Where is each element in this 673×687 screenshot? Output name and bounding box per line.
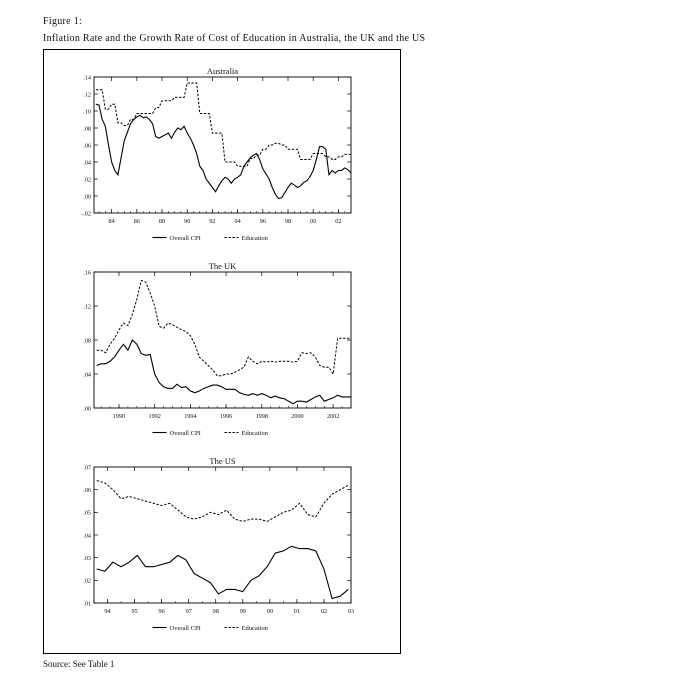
y-tick-label: .10 bbox=[83, 108, 91, 115]
x-tick-label: 2002 bbox=[327, 413, 339, 420]
legend-label-education: Education bbox=[242, 625, 269, 632]
chart-title: The UK bbox=[209, 261, 237, 271]
x-tick-label: 00 bbox=[267, 608, 273, 615]
legend-label-education: Education bbox=[242, 430, 269, 437]
figure-frame bbox=[43, 49, 401, 654]
x-tick-label: 2000 bbox=[291, 413, 303, 420]
x-tick-label: 98 bbox=[213, 608, 219, 615]
chart-panel-1: The UK .00 .04 .08 .12 .16 1990 1992 1994 1996 199… bbox=[83, 261, 352, 437]
x-tick-label: 1998 bbox=[256, 413, 268, 420]
y-tick-label: .05 bbox=[83, 510, 91, 517]
legend-label-overall-cpi: Overall CPI bbox=[170, 430, 201, 437]
x-tick-label: 90 bbox=[184, 218, 190, 225]
x-tick-label: 1990 bbox=[113, 413, 125, 420]
y-tick-label: -.02 bbox=[81, 210, 91, 217]
figure-label: Figure 1: bbox=[43, 16, 83, 27]
y-tick-label: .00 bbox=[83, 193, 91, 200]
x-tick-label: 02 bbox=[321, 608, 327, 615]
x-tick-label: 01 bbox=[294, 608, 300, 615]
y-tick-label: .07 bbox=[83, 464, 91, 471]
series-line-overall-cpi bbox=[96, 545, 349, 600]
chart-title: Australia bbox=[207, 66, 238, 76]
plot-area bbox=[93, 466, 352, 604]
series-line-overall-cpi bbox=[96, 339, 351, 405]
y-tick-label: .03 bbox=[83, 555, 91, 562]
figure-title: Inflation Rate and the Growth Rate of Co… bbox=[43, 33, 426, 44]
x-tick-label: 1992 bbox=[148, 413, 160, 420]
x-tick-label: 00 bbox=[310, 218, 316, 225]
y-tick-label: .04 bbox=[83, 159, 91, 166]
y-tick-label: .12 bbox=[83, 303, 91, 310]
x-tick-label: 02 bbox=[335, 218, 341, 225]
x-tick-label: 1994 bbox=[184, 413, 196, 420]
y-tick-label: .02 bbox=[83, 176, 91, 183]
series-line-education bbox=[95, 82, 351, 167]
x-tick-label: 96 bbox=[260, 218, 266, 225]
x-tick-label: 86 bbox=[134, 218, 140, 225]
x-tick-label: 03 bbox=[348, 608, 354, 615]
chart-panel-2: The US .01 .02 .03 .04 .05 .06 .07 94 95 96 97 98 99 0… bbox=[83, 456, 354, 632]
x-tick-label: 98 bbox=[285, 218, 291, 225]
source-note: Source: See Table 1 bbox=[43, 659, 115, 669]
series-line-education bbox=[96, 480, 349, 522]
legend-label-overall-cpi: Overall CPI bbox=[170, 625, 201, 632]
series-line-education bbox=[96, 279, 351, 377]
y-tick-label: .14 bbox=[83, 74, 91, 81]
y-tick-label: .00 bbox=[83, 405, 91, 412]
x-tick-label: 95 bbox=[131, 608, 137, 615]
series-line-overall-cpi bbox=[95, 103, 352, 200]
y-tick-label: .04 bbox=[83, 532, 91, 539]
y-tick-label: .08 bbox=[83, 125, 91, 132]
x-tick-label: 1996 bbox=[220, 413, 232, 420]
y-tick-label: .06 bbox=[83, 487, 91, 494]
legend-label-education: Education bbox=[242, 235, 269, 242]
chart-title: The US bbox=[209, 456, 235, 466]
y-tick-label: .06 bbox=[83, 142, 91, 149]
x-tick-label: 96 bbox=[159, 608, 165, 615]
plot-area bbox=[93, 76, 352, 214]
y-tick-label: .01 bbox=[83, 600, 91, 607]
x-tick-label: 92 bbox=[209, 218, 215, 225]
y-tick-label: .04 bbox=[83, 371, 91, 378]
x-tick-label: 84 bbox=[109, 218, 115, 225]
legend-label-overall-cpi: Overall CPI bbox=[170, 235, 201, 242]
x-tick-label: 97 bbox=[186, 608, 192, 615]
y-tick-label: .12 bbox=[83, 91, 91, 98]
chart-panel-0: Australia -.02 .00 .02 .04 .06 .08 .10 .12 .14 84 8… bbox=[81, 66, 352, 242]
x-tick-label: 94 bbox=[104, 608, 110, 615]
y-tick-label: .16 bbox=[83, 269, 91, 276]
x-tick-label: 99 bbox=[240, 608, 246, 615]
y-tick-label: .08 bbox=[83, 337, 91, 344]
y-tick-label: .02 bbox=[83, 578, 91, 585]
x-tick-label: 94 bbox=[235, 218, 241, 225]
x-tick-label: 88 bbox=[159, 218, 165, 225]
